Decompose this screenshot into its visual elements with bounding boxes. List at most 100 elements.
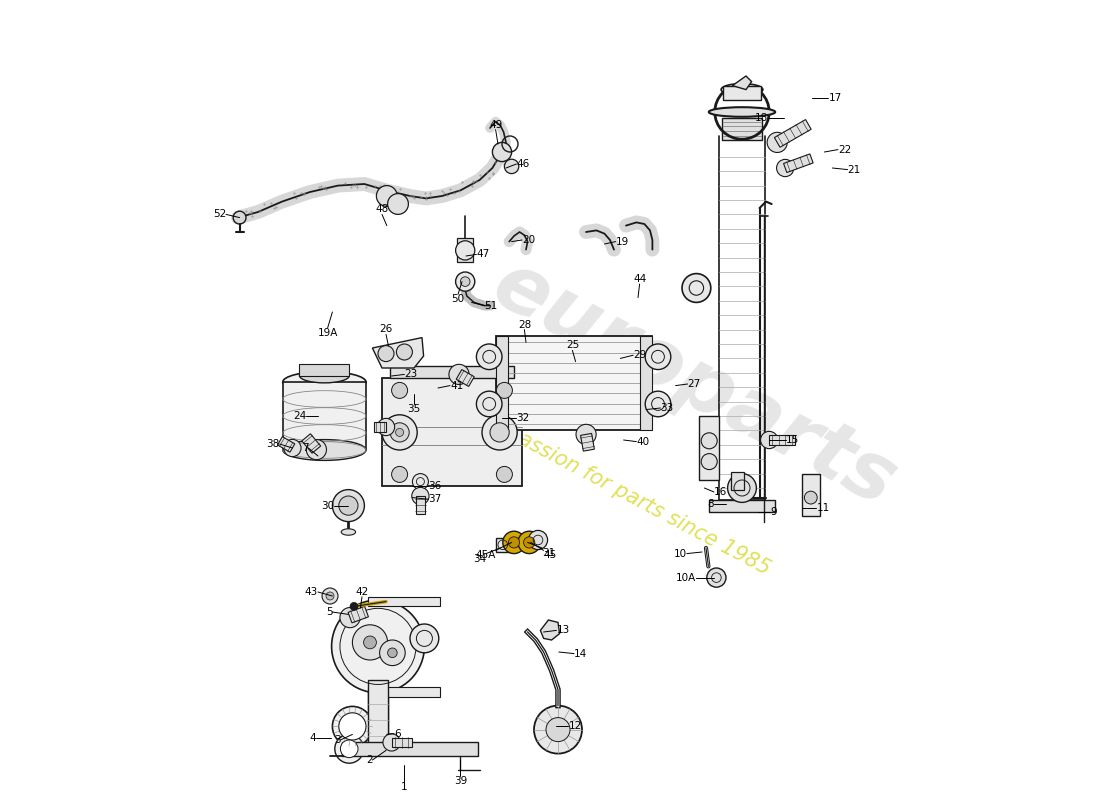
Bar [382,378,522,486]
Bar [722,118,762,140]
Polygon shape [783,154,813,173]
Polygon shape [416,496,426,514]
Circle shape [503,531,525,554]
Bar [730,472,744,490]
Text: 49: 49 [490,119,503,130]
Bar [367,680,387,752]
Circle shape [340,740,358,758]
Bar [390,366,514,378]
Text: 19A: 19A [318,328,338,338]
Circle shape [332,706,373,746]
Circle shape [707,568,726,587]
Text: 2: 2 [366,755,373,765]
Ellipse shape [283,440,366,460]
Text: 36: 36 [428,482,441,491]
Circle shape [482,414,517,450]
Circle shape [410,624,439,653]
Ellipse shape [708,107,775,117]
Bar [368,597,440,606]
Circle shape [534,706,582,754]
Bar [496,336,507,430]
Circle shape [339,496,358,515]
Circle shape [646,344,671,370]
Text: 16: 16 [714,487,727,497]
Circle shape [412,474,428,490]
Text: 45A: 45A [475,550,496,560]
Circle shape [377,418,395,436]
Text: 21: 21 [848,165,861,174]
Circle shape [334,734,364,763]
Circle shape [306,439,327,460]
Text: 27: 27 [688,379,701,389]
Ellipse shape [283,371,366,393]
Text: 37: 37 [428,494,441,504]
Text: 47: 47 [476,250,490,259]
Text: 25: 25 [565,341,579,350]
Text: 38: 38 [266,439,279,449]
Bar [342,742,478,756]
Text: a passion for parts since 1985: a passion for parts since 1985 [486,414,773,578]
Circle shape [646,391,671,417]
Circle shape [326,592,334,600]
Polygon shape [348,606,369,623]
Polygon shape [774,119,811,147]
Circle shape [528,530,548,550]
Text: 10A: 10A [675,573,695,582]
Text: 34: 34 [473,554,486,563]
Circle shape [760,431,778,449]
Polygon shape [581,434,594,451]
Polygon shape [540,620,560,640]
Text: 26: 26 [379,325,393,334]
Circle shape [804,491,817,504]
Circle shape [364,636,376,649]
Bar [299,363,350,376]
Circle shape [376,186,397,206]
Text: 39: 39 [454,776,467,786]
Text: 10: 10 [673,549,686,558]
Circle shape [518,531,540,554]
Bar [368,687,440,697]
Text: 5: 5 [326,607,332,617]
Text: 7: 7 [301,443,308,453]
Circle shape [396,429,404,437]
Circle shape [332,490,364,522]
Text: 13: 13 [557,626,570,635]
Circle shape [331,600,425,693]
Circle shape [387,194,408,214]
Circle shape [387,648,397,658]
Circle shape [493,142,512,162]
Text: 11: 11 [816,503,829,513]
Circle shape [340,607,360,628]
Bar [802,474,820,516]
Circle shape [701,433,717,449]
Circle shape [476,344,502,370]
Bar [698,416,718,480]
Text: 50: 50 [451,294,464,304]
Text: 23: 23 [405,370,418,379]
Circle shape [777,159,794,177]
Circle shape [496,382,513,398]
Circle shape [350,602,358,610]
Text: 3: 3 [333,735,340,745]
Circle shape [505,159,519,174]
Circle shape [411,487,429,505]
Bar [710,500,774,512]
Text: 17: 17 [828,93,842,102]
Text: 22: 22 [838,145,851,154]
Circle shape [392,466,408,482]
Circle shape [284,439,301,457]
Text: 43: 43 [305,587,318,597]
Text: 18: 18 [755,114,769,123]
Circle shape [461,277,470,286]
Bar [496,336,651,430]
Polygon shape [301,434,321,453]
Text: 32: 32 [516,413,530,422]
Text: 33: 33 [660,403,673,413]
Text: 35: 35 [407,404,420,414]
Circle shape [392,382,408,398]
Circle shape [449,364,469,385]
Circle shape [767,132,788,153]
Circle shape [379,640,405,666]
Text: 45: 45 [543,550,557,560]
Text: 44: 44 [632,274,646,284]
